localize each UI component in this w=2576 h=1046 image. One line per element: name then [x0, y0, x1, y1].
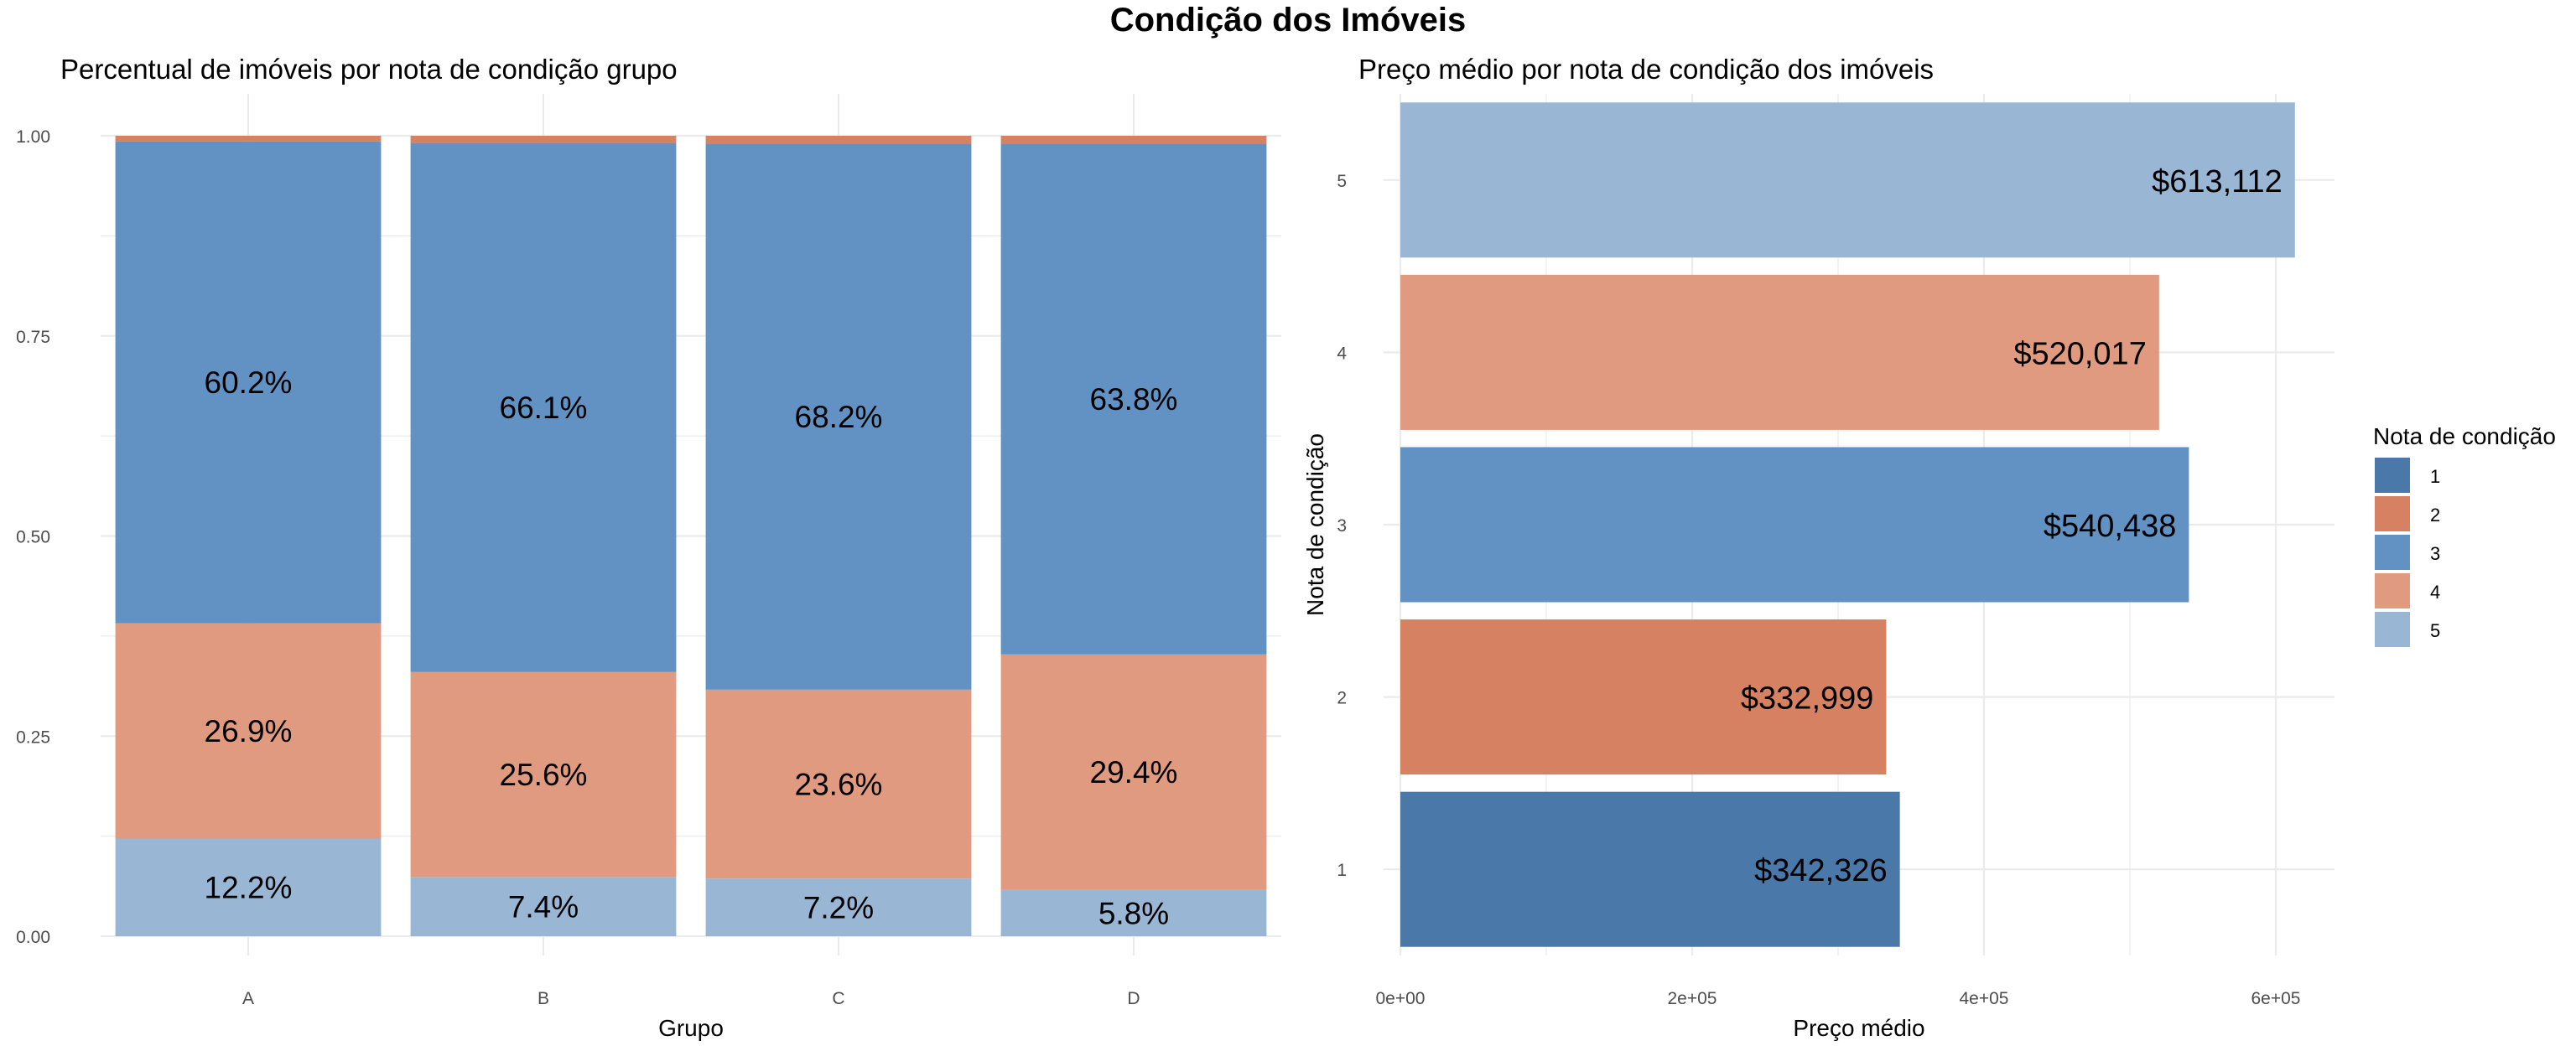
data-label: 5.8% [1098, 896, 1169, 930]
bar-segment [115, 838, 382, 936]
data-label: 25.6% [500, 758, 588, 792]
data-label: 12.2% [205, 871, 293, 905]
y-tick-label: 4 [1337, 344, 1347, 363]
y-tick-label: 0.50 [16, 528, 50, 547]
legend-swatch [2375, 573, 2410, 608]
bar-segment [705, 878, 972, 936]
bar-segment [1000, 136, 1267, 144]
x-axis-title-left: Grupo [658, 1015, 724, 1041]
bar [1400, 102, 2295, 258]
bar-segment [410, 136, 677, 143]
data-label: 60.2% [205, 365, 293, 400]
x-tick-label: 6e+05 [2251, 989, 2301, 1008]
data-label: $613,112 [2152, 164, 2283, 199]
main-title: Condição dos Imóveis [1109, 2, 1467, 39]
y-tick-label: 1 [1337, 861, 1347, 880]
legend-label: 2 [2430, 505, 2440, 526]
bar [1400, 791, 1900, 947]
bar-segment [410, 877, 677, 936]
data-label: 63.8% [1090, 382, 1178, 417]
legend-swatch [2375, 496, 2410, 531]
bar [1400, 274, 2159, 430]
bar-segment [115, 136, 382, 142]
bar-segment [1000, 654, 1267, 890]
bar-segment [115, 623, 382, 839]
data-label: $520,017 [2013, 336, 2147, 371]
legend-swatch [2375, 535, 2410, 570]
x-tick-label: D [1127, 989, 1140, 1008]
y-tick-label: 2 [1337, 689, 1347, 708]
data-label: 68.2% [795, 400, 883, 434]
x-axis-title-right: Preço médio [1793, 1015, 1924, 1041]
bar-segment [1000, 143, 1267, 655]
bar-segment [410, 671, 677, 878]
y-tick-label: 0.25 [16, 728, 50, 747]
bar [1400, 447, 2189, 603]
bar-segment [705, 136, 972, 144]
x-tick-label: B [538, 989, 549, 1008]
y-tick-label: 5 [1337, 172, 1347, 191]
legend-label: 5 [2430, 620, 2440, 641]
data-label: 29.4% [1090, 755, 1178, 790]
legend-label: 4 [2430, 582, 2440, 603]
bar-segment [115, 141, 382, 624]
panel-title-left: Percentual de imóveis por nota de condiç… [60, 54, 678, 85]
data-label: 66.1% [500, 391, 588, 425]
data-label: $332,999 [1741, 681, 1874, 717]
data-label: 7.2% [803, 891, 874, 925]
legend-label: 3 [2430, 543, 2440, 564]
x-tick-label: 4e+05 [1960, 989, 2009, 1008]
y-tick-label: 3 [1337, 516, 1347, 536]
x-tick-label: C [832, 989, 844, 1008]
data-label: $540,438 [2044, 509, 2177, 544]
bar [1400, 619, 1887, 775]
data-label: 7.4% [508, 890, 579, 924]
x-tick-label: 2e+05 [1668, 989, 1717, 1008]
x-tick-label: 0e+00 [1376, 989, 1426, 1008]
bar-segment [705, 689, 972, 879]
legend-swatch [2375, 458, 2410, 493]
bar-segment [705, 143, 972, 690]
y-tick-label: 0.00 [16, 928, 50, 947]
legend-title: Nota de condição [2373, 423, 2556, 449]
y-tick-label: 0.75 [16, 328, 50, 347]
data-label: 26.9% [205, 714, 293, 748]
y-axis-title-right: Nota de condição [1302, 433, 1328, 616]
legend-label: 1 [2430, 466, 2440, 487]
x-tick-label: A [242, 989, 254, 1008]
data-label: 23.6% [795, 768, 883, 802]
legend-swatch [2375, 612, 2410, 647]
bar-segment [410, 142, 677, 672]
y-tick-label: 1.00 [16, 127, 50, 147]
bar-segment [1000, 889, 1267, 936]
data-label: $342,326 [1754, 853, 1888, 888]
panel-title-right: Preço médio por nota de condição dos imó… [1358, 54, 1934, 85]
